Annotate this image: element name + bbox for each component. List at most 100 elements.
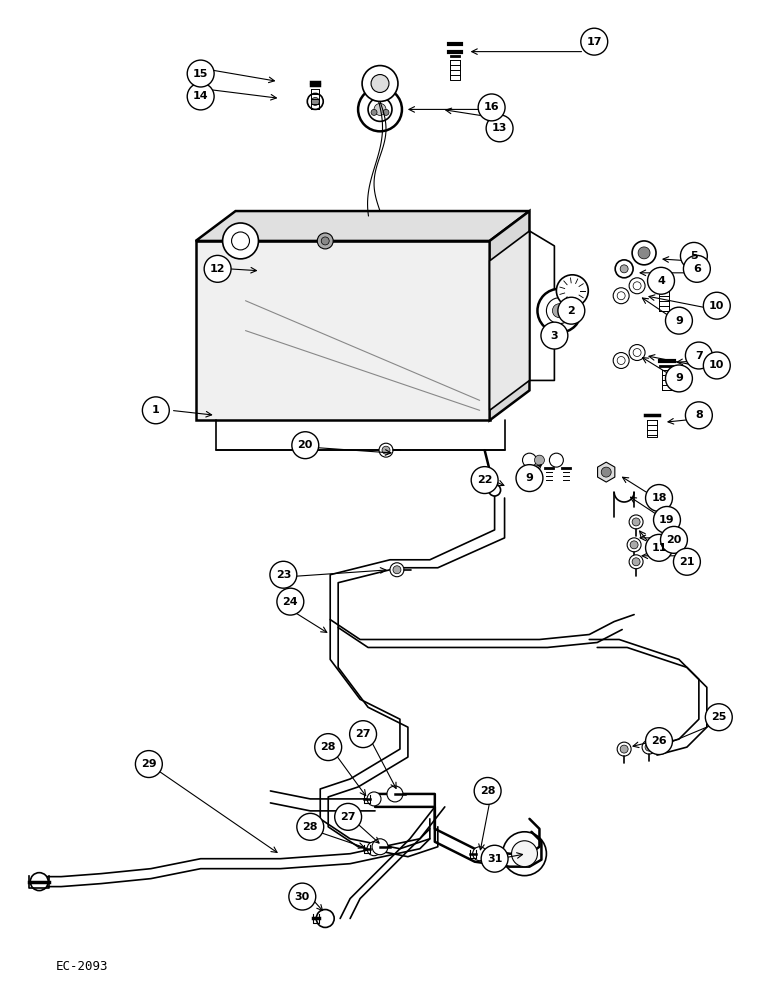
Circle shape [620, 745, 628, 753]
Circle shape [557, 275, 588, 307]
Circle shape [188, 60, 214, 87]
Text: 14: 14 [193, 91, 208, 101]
Text: 9: 9 [675, 316, 683, 326]
Text: 8: 8 [695, 410, 703, 420]
Circle shape [311, 97, 320, 105]
Circle shape [371, 109, 377, 115]
Text: 15: 15 [193, 69, 208, 79]
Polygon shape [598, 462, 615, 482]
Circle shape [686, 342, 713, 369]
Circle shape [683, 255, 710, 282]
Circle shape [317, 910, 334, 927]
Circle shape [478, 94, 505, 121]
Circle shape [270, 561, 296, 588]
Text: 16: 16 [484, 102, 499, 112]
Text: 20: 20 [666, 535, 682, 545]
Text: 26: 26 [652, 736, 667, 746]
Text: 6: 6 [693, 264, 701, 274]
Circle shape [550, 453, 564, 467]
Text: 11: 11 [652, 543, 667, 553]
Circle shape [489, 484, 500, 496]
Text: 1: 1 [152, 405, 160, 415]
Circle shape [629, 555, 643, 569]
Text: 17: 17 [587, 37, 602, 47]
Circle shape [350, 721, 377, 748]
Circle shape [516, 465, 543, 492]
Circle shape [642, 740, 656, 754]
Circle shape [335, 803, 361, 830]
Circle shape [680, 242, 707, 269]
Circle shape [292, 432, 319, 459]
Circle shape [645, 743, 653, 751]
Circle shape [379, 443, 393, 457]
Text: 18: 18 [652, 493, 667, 503]
Circle shape [471, 467, 498, 494]
Text: 27: 27 [355, 729, 371, 739]
Circle shape [534, 455, 544, 465]
Circle shape [627, 538, 641, 552]
Circle shape [638, 247, 650, 259]
Circle shape [661, 526, 687, 553]
Polygon shape [195, 241, 489, 420]
Circle shape [481, 845, 508, 872]
Circle shape [648, 267, 675, 294]
Text: 30: 30 [295, 892, 310, 902]
Circle shape [367, 842, 381, 856]
Text: 10: 10 [709, 360, 724, 370]
Circle shape [632, 241, 656, 265]
Circle shape [632, 558, 640, 566]
Circle shape [553, 304, 567, 318]
Circle shape [703, 292, 730, 319]
Circle shape [30, 873, 48, 891]
Circle shape [142, 397, 169, 424]
Circle shape [629, 515, 643, 529]
Circle shape [617, 742, 631, 756]
Circle shape [645, 534, 672, 561]
Circle shape [654, 506, 680, 533]
Circle shape [523, 453, 537, 467]
Circle shape [581, 28, 608, 55]
Circle shape [629, 278, 645, 294]
Circle shape [204, 255, 231, 282]
Circle shape [673, 548, 700, 575]
Circle shape [382, 446, 390, 454]
Text: 20: 20 [297, 440, 313, 450]
Circle shape [358, 87, 402, 131]
Circle shape [374, 103, 386, 115]
Circle shape [188, 83, 214, 110]
Text: 12: 12 [210, 264, 225, 274]
Text: 27: 27 [340, 812, 356, 822]
Circle shape [703, 352, 730, 379]
Circle shape [558, 297, 584, 324]
Circle shape [362, 66, 398, 101]
Text: 2: 2 [567, 306, 575, 316]
Circle shape [512, 841, 537, 867]
Circle shape [321, 237, 329, 245]
Circle shape [613, 353, 629, 368]
Circle shape [222, 223, 259, 259]
Circle shape [289, 883, 316, 910]
Circle shape [307, 93, 323, 109]
Text: 9: 9 [526, 473, 533, 483]
Circle shape [615, 260, 633, 278]
Text: 13: 13 [492, 123, 507, 133]
Polygon shape [195, 211, 530, 241]
Text: 22: 22 [477, 475, 493, 485]
Text: 28: 28 [303, 822, 318, 832]
Circle shape [613, 288, 629, 304]
Circle shape [629, 345, 645, 361]
Circle shape [277, 588, 304, 615]
Circle shape [474, 777, 501, 804]
Text: 28: 28 [320, 742, 336, 752]
Circle shape [665, 307, 692, 334]
Text: 9: 9 [675, 373, 683, 383]
Text: 5: 5 [690, 251, 698, 261]
Circle shape [393, 566, 401, 574]
Circle shape [296, 813, 323, 840]
Circle shape [390, 563, 404, 577]
Circle shape [601, 467, 611, 477]
Circle shape [135, 751, 162, 777]
Text: 28: 28 [480, 786, 496, 796]
Circle shape [645, 485, 672, 511]
Circle shape [537, 289, 581, 333]
